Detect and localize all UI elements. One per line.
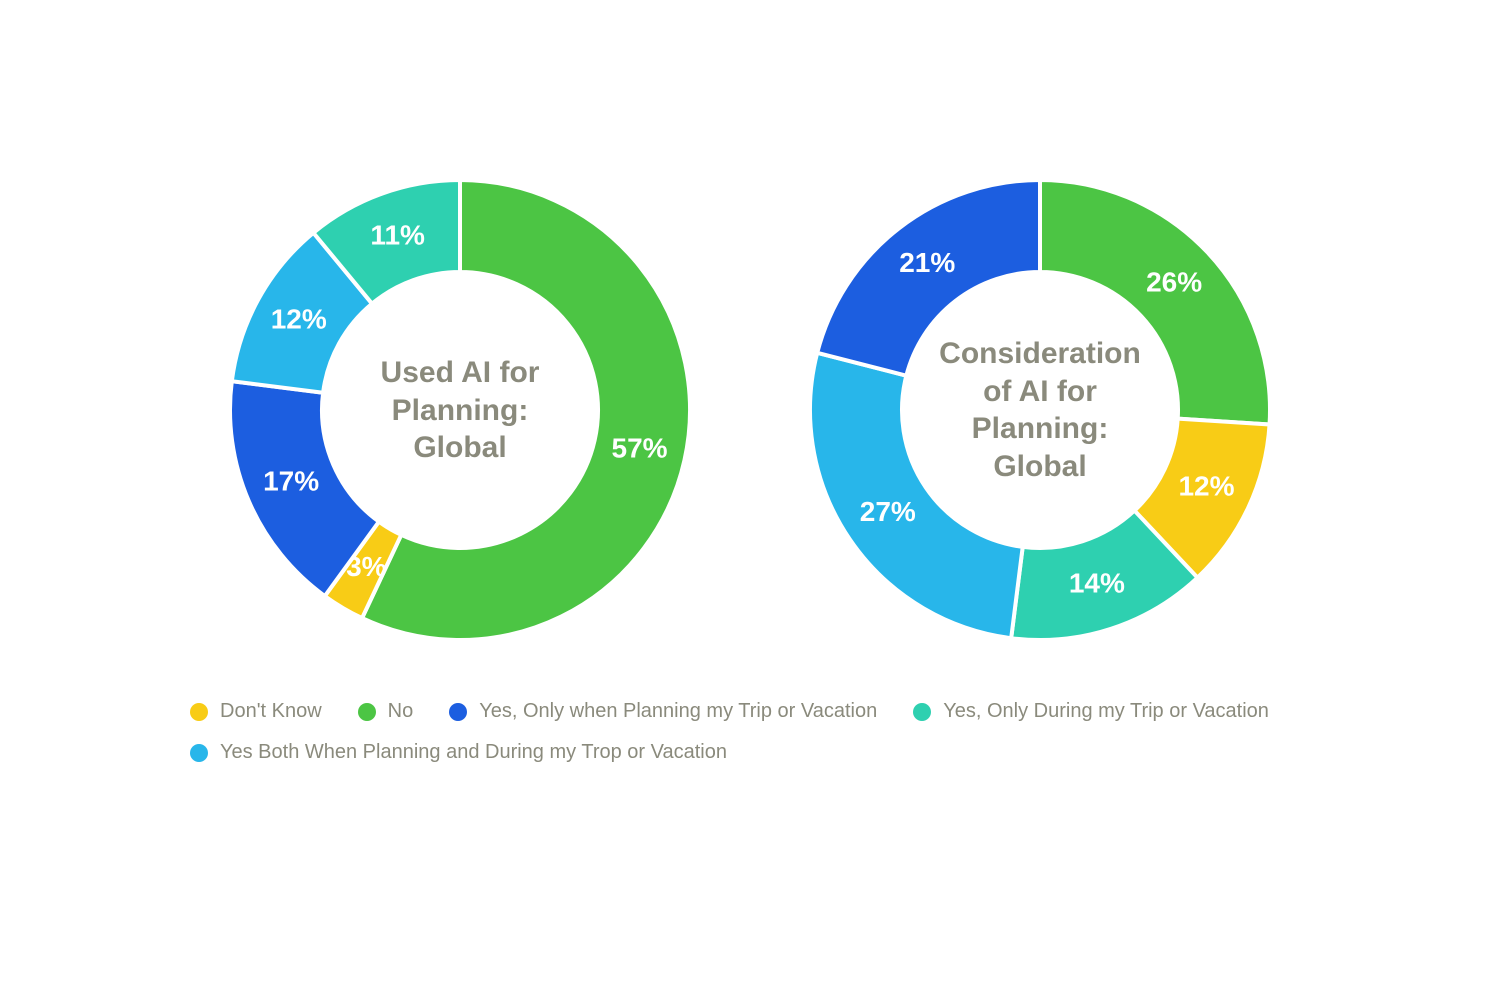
legend-label: Yes, Only when Planning my Trip or Vacat… (479, 700, 877, 723)
legend-item-dont_know: Don't Know (190, 700, 322, 723)
chart-container: 57%3%17%12%11% Used AI forPlanning:Globa… (0, 0, 1500, 984)
slice-label-yes_both: 12% (271, 304, 327, 335)
slice-label-dont_know: 12% (1178, 471, 1234, 502)
legend-item-yes_during: Yes, Only During my Trip or Vacation (913, 700, 1269, 723)
legend-item-no: No (358, 700, 414, 723)
charts-row: 57%3%17%12%11% Used AI forPlanning:Globa… (230, 180, 1270, 640)
slice-label-yes_plan: 17% (263, 465, 319, 496)
legend-swatch (913, 703, 931, 721)
legend-swatch (190, 703, 208, 721)
slice-label-yes_during: 11% (370, 219, 425, 250)
legend: Don't Know No Yes, Only when Planning my T… (170, 700, 1330, 764)
legend-label: Yes Both When Planning and During my Tro… (220, 741, 727, 764)
donut-chart-used: 57%3%17%12%11% Used AI forPlanning:Globa… (230, 180, 690, 640)
legend-label: Don't Know (220, 700, 322, 723)
donut-svg: 57%3%17%12%11% (230, 180, 690, 640)
legend-swatch (449, 703, 467, 721)
legend-label: Yes, Only During my Trip or Vacation (943, 700, 1269, 723)
slice-label-yes_both: 27% (860, 496, 916, 527)
slice-label-yes_during: 14% (1069, 567, 1125, 598)
donut-svg: 26% 12% 14% 27% 21% (810, 180, 1270, 640)
legend-swatch (358, 703, 376, 721)
slice-label-no: 26% (1146, 266, 1202, 297)
donut-chart-consider: 26%12%14%27%21% Considerationof AI forPl… (810, 180, 1270, 640)
legend-swatch (190, 744, 208, 762)
legend-item-yes_both: Yes Both When Planning and During my Tro… (190, 741, 727, 764)
legend-item-yes_plan: Yes, Only when Planning my Trip or Vacat… (449, 700, 877, 723)
donut-slice-yes_both (810, 353, 1023, 638)
slice-label-yes_plan: 21% (899, 247, 955, 278)
donut-slice-no (1040, 180, 1270, 424)
legend-label: No (388, 700, 414, 723)
slice-label-no: 57% (612, 433, 668, 464)
